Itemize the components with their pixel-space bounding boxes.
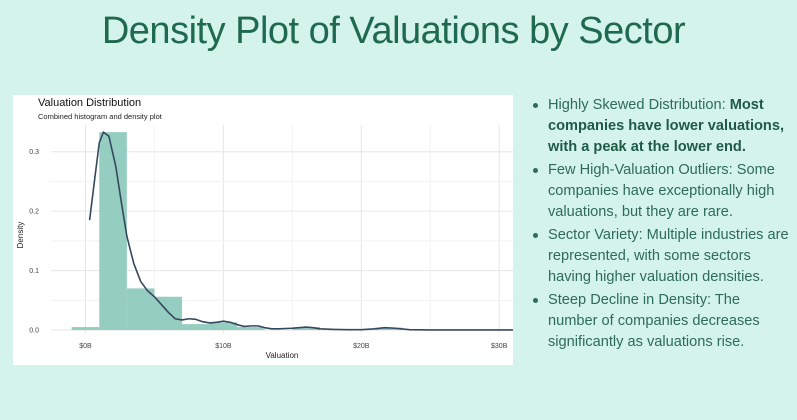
histogram-bar [237,327,265,331]
x-tick-label: $20B [353,343,370,350]
histogram-bar [71,327,100,331]
bullet-text: Few High-Valuation Outliers: Some compan… [548,162,775,220]
histogram-bar [182,324,210,331]
chart-subtitle: Combined histogram and density plot [38,112,163,121]
y-tick-label: 0.2 [29,209,39,216]
x-axis-label: Valuation [266,351,299,360]
histogram-bars [71,132,403,331]
axis-ticks: $0B $10B $20B $30B 0.0 0.1 0.2 0.3 [29,149,507,350]
bullet-item: Sector Variety: Multiple industries are … [530,225,792,288]
histogram-bar [126,288,155,331]
chart-title: Valuation Distribution [38,97,141,109]
bullet-text: Steep Decline in Density: The number of … [548,292,760,350]
bullet-item: Steep Decline in Density: The number of … [530,290,792,353]
y-tick-label: 0.1 [29,268,39,275]
y-tick-label: 0.0 [29,328,39,335]
chart-panel: Valuation Distribution Combined histogra… [13,95,513,365]
y-tick-label: 0.3 [29,149,39,156]
histogram-bar [375,327,403,331]
bullet-dot-icon [533,168,538,173]
bullet-text: Sector Variety: Multiple industries are … [548,227,789,285]
density-chart: Valuation Distribution Combined histogra… [16,97,513,360]
bullet-text: Highly Skewed Distribution: [548,97,730,113]
x-tick-label: $10B [215,343,232,350]
bullet-item: Highly Skewed Distribution: Most compani… [530,95,792,158]
bullet-dot-icon [533,103,538,108]
histogram-bar [292,327,320,331]
bullet-dot-icon [533,233,538,238]
y-axis-label: Density [16,222,25,249]
histogram-bar [209,322,238,331]
x-tick-label: $0B [79,343,92,350]
density-line-layer [88,131,513,331]
slide-title: Density Plot of Valuations by Sector [101,10,686,52]
histogram-bar [99,132,127,331]
key-points-list: Highly Skewed Distribution: Most compani… [530,95,792,355]
x-tick-label: $30B [491,343,508,350]
bullet-dot-icon [533,298,538,303]
density-line [88,131,513,331]
bullet-bold-text: Most companies have lower valuations, wi… [548,97,785,155]
bullet-item: Few High-Valuation Outliers: Some compan… [530,160,792,223]
